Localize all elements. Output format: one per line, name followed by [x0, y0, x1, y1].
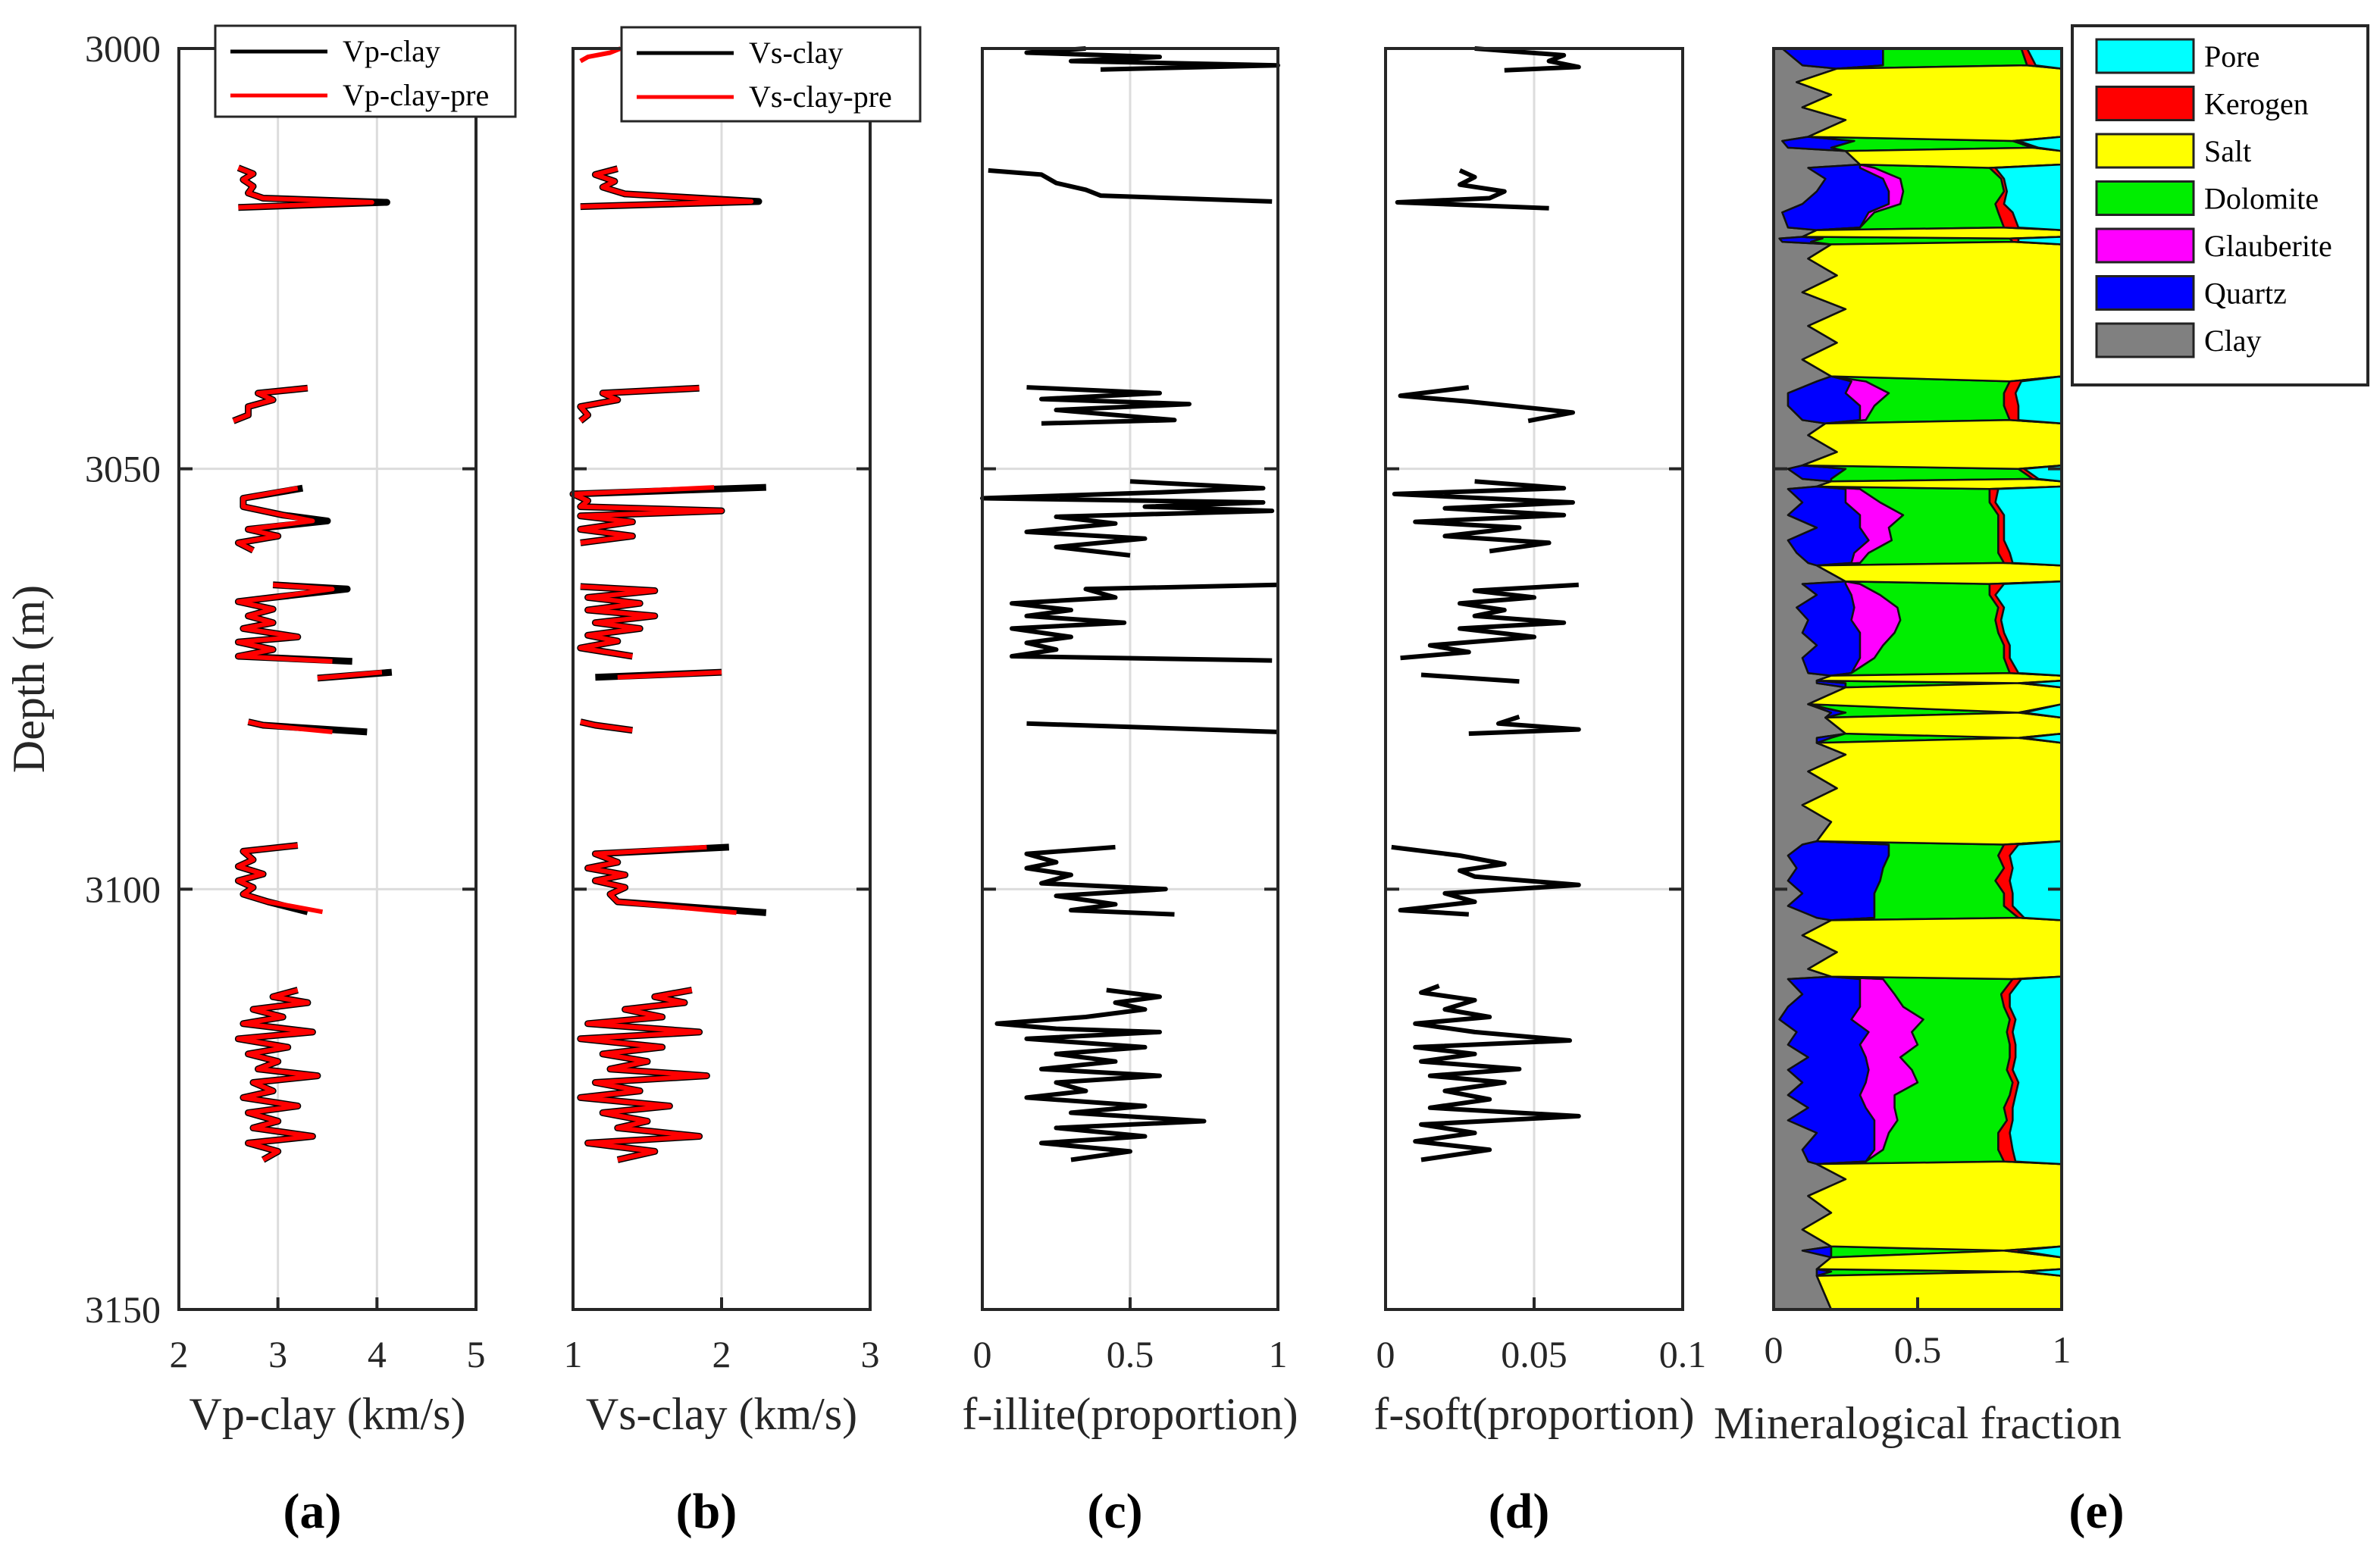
series-f-soft-line	[1420, 672, 1520, 684]
series-f-soft-line	[1398, 385, 1575, 424]
legend-label: Clay	[2204, 324, 2262, 358]
series-vs-clay-pre-line	[580, 166, 754, 209]
x-tick-label: 0	[1765, 1328, 1783, 1371]
legend-swatch-glauberite	[2095, 227, 2195, 264]
series-vp-clay-pre-line	[236, 843, 324, 915]
series-vs-clay-pre-line	[585, 844, 737, 915]
series-vs-clay-pre-line	[578, 386, 700, 423]
series-f-soft-line	[1391, 844, 1581, 917]
series-f-illite-line	[1024, 46, 1280, 72]
legend-label: Vp-clay-pre	[343, 78, 489, 112]
panel-label-d: (d)	[1489, 1484, 1550, 1539]
series-f-soft-line	[1413, 984, 1581, 1162]
panel-b: 1 2 3Vs-clay (km/s) Vs-clay Vs-clay-pre	[564, 26, 922, 1439]
x-tick-label: 1	[564, 1333, 583, 1375]
legend: Vs-clay Vs-clay-pre	[620, 26, 922, 123]
legend: Pore Kerogen Salt Dolomite Glauberite Quartz C…	[2071, 24, 2369, 386]
series-vs-clay-pre-line	[580, 719, 633, 733]
x-axis-label: Vs-clay (km/s)	[586, 1389, 857, 1439]
panel-label-e: (e)	[2068, 1484, 2124, 1539]
x-axis-label: Mineralogical fraction	[1714, 1398, 2122, 1448]
x-tick-label: 3	[268, 1333, 287, 1375]
x-tick-label: 0.5	[1107, 1333, 1154, 1375]
series-f-soft-line	[1474, 46, 1581, 73]
series-vs-clay-pre-line	[571, 485, 724, 546]
legend-label: Salt	[2204, 134, 2251, 168]
legend-label: Kerogen	[2204, 87, 2309, 121]
series-f-soft-line	[1468, 715, 1581, 737]
series-vp-clay-pre-line	[236, 987, 320, 1162]
series-f-illite-line	[994, 987, 1207, 1162]
x-tick-label: 5	[467, 1333, 486, 1375]
legend-label: Glauberite	[2204, 229, 2332, 263]
panel-label-c: (c)	[1087, 1484, 1142, 1539]
y-axis-label: Depth (m)	[4, 585, 54, 773]
series-vs-clay-pre-line	[617, 670, 722, 680]
series-f-soft-line	[1392, 479, 1575, 554]
series-f-illite-line	[1026, 721, 1279, 734]
x-tick-label: 2	[712, 1333, 731, 1375]
series-vp-clay-pre-line	[247, 719, 333, 734]
x-tick-label: 1	[1269, 1333, 1288, 1375]
legend-label: Quartz	[2204, 277, 2287, 311]
series-vs-clay-pre-line	[578, 584, 657, 659]
panel-d: 0 0.05 0.1 f-soft(proportion)	[1373, 46, 1707, 1439]
x-tick-label: 2	[170, 1333, 189, 1375]
panel-c: 0 0.5 1 f-illite(proportion)	[962, 46, 1298, 1439]
legend-label: Dolomite	[2204, 182, 2319, 216]
panel-e: 0 0.5 1 Mineralogical fraction Pore Kerogen Sa…	[1714, 24, 2369, 1448]
y-tick-label: 3000	[85, 27, 161, 70]
legend: Vp-clay Vp-clay-pre	[214, 24, 517, 118]
series-f-soft-line	[1395, 168, 1549, 211]
legend-swatch-clay	[2095, 322, 2195, 358]
legend-label: Vs-clay	[749, 36, 843, 70]
panel-label-b: (b)	[676, 1484, 737, 1539]
legend-swatch-pore	[2095, 38, 2195, 74]
legend-box	[214, 24, 517, 118]
series-vs-clay-pre-line	[578, 987, 709, 1162]
series-f-illite-line	[1026, 385, 1192, 426]
x-tick-label: 4	[368, 1333, 387, 1375]
legend-swatch-salt	[2095, 133, 2195, 169]
series-vs-clay-line	[584, 843, 767, 916]
series-vp-clay-pre-line	[236, 582, 335, 664]
panel-label-a: (a)	[283, 1484, 342, 1539]
series-vp-clay-pre-line	[317, 670, 383, 681]
x-axis-label: f-illite(proportion)	[962, 1389, 1298, 1439]
legend-label: Pore	[2204, 39, 2259, 74]
y-tick-label: 3050	[85, 448, 161, 490]
x-axis-label: Vp-clay (km/s)	[189, 1389, 466, 1439]
series-vp-clay-pre-line	[236, 486, 315, 552]
series-vp-clay-pre-line	[232, 386, 308, 424]
legend-label: Vs-clay-pre	[749, 80, 892, 114]
series-f-illite-line	[1024, 844, 1175, 917]
x-tick-label: 0.05	[1501, 1333, 1567, 1375]
x-tick-label: 1	[2053, 1328, 2072, 1371]
x-tick-label: 0.1	[1659, 1333, 1707, 1375]
legend-swatch-quartz	[2095, 275, 2195, 311]
legend-label: Vp-clay	[343, 34, 440, 68]
x-tick-label: 0	[1376, 1333, 1395, 1375]
series-f-illite-line	[1010, 582, 1279, 663]
x-tick-label: 3	[861, 1333, 880, 1375]
series-vs-clay-pre-line	[579, 46, 622, 64]
legend-swatch-kerogen	[2095, 86, 2195, 121]
series-f-soft-line	[1400, 582, 1579, 661]
x-tick-label: 0	[973, 1333, 992, 1375]
legend-swatch-dolomite	[2095, 180, 2195, 216]
x-axis-label: f-soft(proportion)	[1373, 1389, 1694, 1439]
legend-box	[620, 26, 922, 123]
y-tick-label: 3150	[85, 1288, 161, 1331]
series-f-illite-line	[980, 479, 1275, 558]
y-tick-label: 3100	[85, 868, 161, 910]
series-f-illite-line	[988, 167, 1273, 204]
series-vp-clay-pre-line	[237, 165, 374, 210]
x-tick-label: 0.5	[1894, 1328, 1942, 1371]
